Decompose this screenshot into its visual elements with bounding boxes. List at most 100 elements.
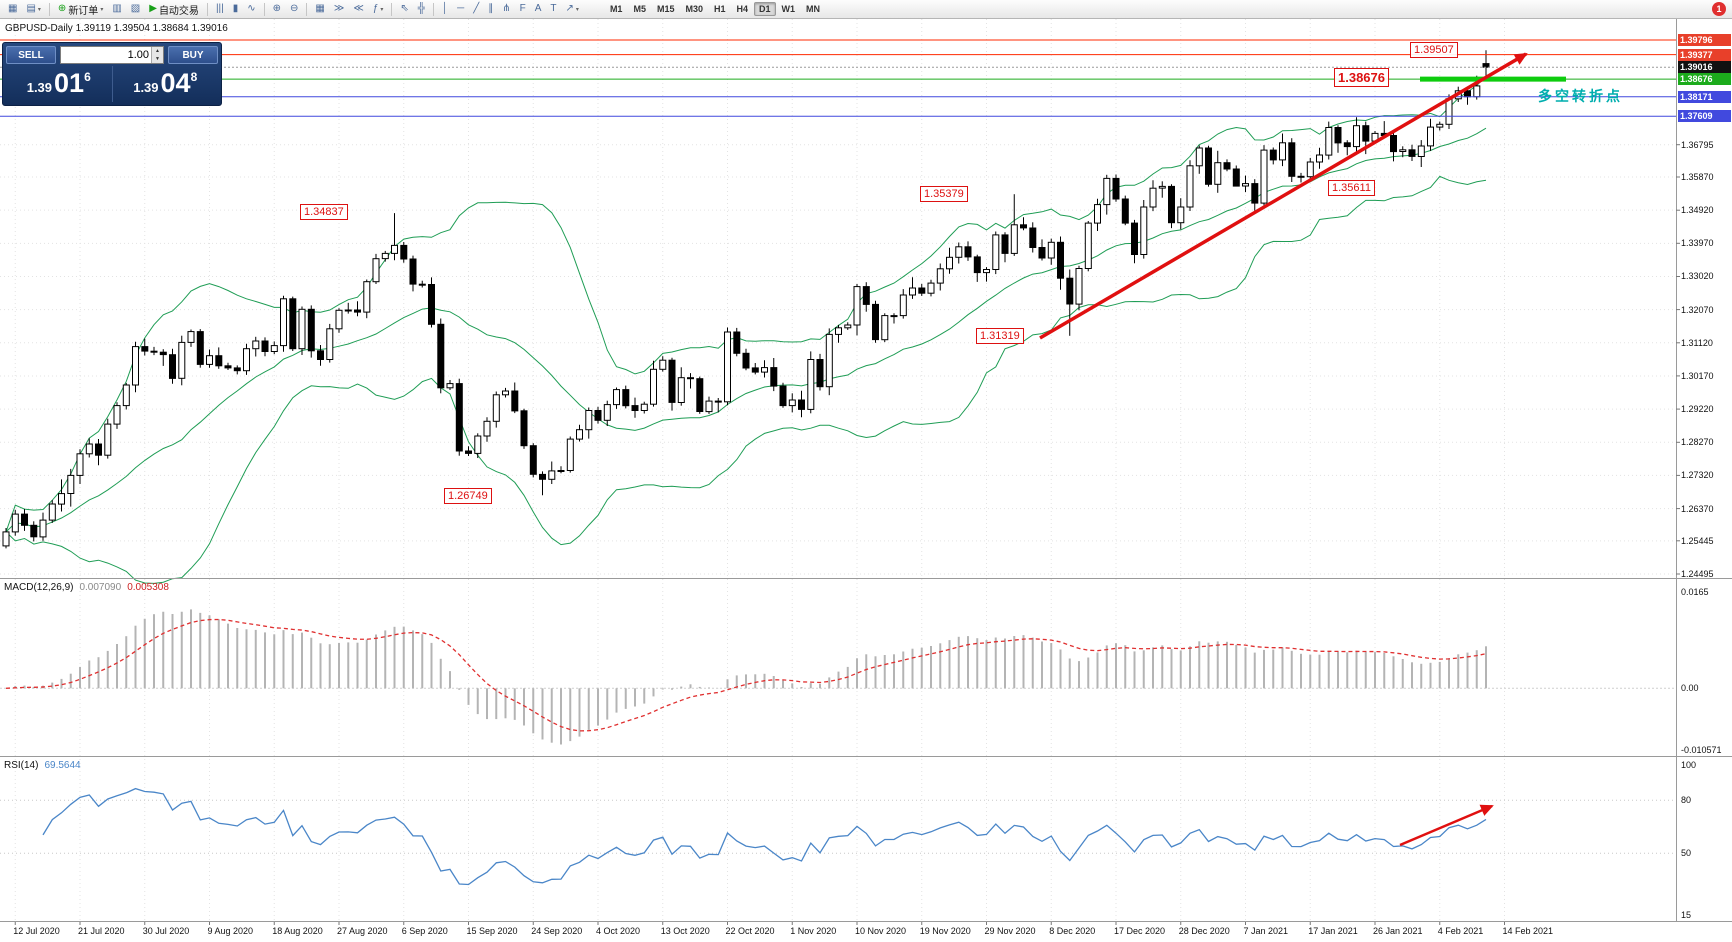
auto-trading-button-button[interactable]: ▶ 自动交易 [145,0,203,18]
date-label: 9 Aug 2020 [207,926,254,936]
price-tick-label: 1.26370 [1681,503,1714,514]
timeframe-m5[interactable]: M5 [633,4,646,14]
chart-profiles-icon: ▤ [26,3,36,14]
crosshair-icon: ╬ [417,3,425,14]
price-level-box[interactable]: 1.38171 [1678,90,1731,103]
macd-axis-zero: 0.00 [1681,683,1699,694]
zoom-in-icon-button[interactable]: ⊕ [269,0,285,18]
date-label: 13 Oct 2020 [660,926,710,936]
auto-trading-button-label: 自动交易 [158,5,199,17]
toolbar-separator [306,2,308,16]
cursor-icon: ⇖ [400,3,409,14]
macd-name: MACD(12,26,9) [4,582,74,593]
new-chart-icon-button[interactable]: ▦ [4,0,21,18]
price-level-box[interactable]: 1.39016 [1678,61,1731,74]
indicators-icon-button[interactable]: ƒ ▾ [369,0,388,18]
timeframe-m1[interactable]: M1 [609,4,623,14]
text-label-icon-button[interactable]: T [546,0,560,18]
new-order-button-label: 新订单 [68,5,99,17]
toolbar-separator [48,2,50,16]
timeframe-w1[interactable]: W1 [781,4,796,14]
zoom-out-icon-button[interactable]: ⊖ [286,0,302,18]
volume-stepper[interactable]: ▲ ▼ [60,46,164,64]
price-tick-label: 1.30170 [1681,370,1714,381]
timeframe-m15[interactable]: M15 [656,4,675,14]
cursor-icon-button[interactable]: ⇖ [396,0,412,18]
zoom-in-icon: ⊕ [272,3,282,14]
andrews-pitchfork-icon-button[interactable]: ⋔ [498,0,514,18]
terminal-icon-button[interactable]: ▥ [108,0,125,18]
timeframe-m30[interactable]: M30 [685,4,703,14]
trendline-icon-button[interactable]: ╱ [469,0,483,18]
rsi-name: RSI(14) [4,760,39,771]
fibonacci-icon-button[interactable]: F [516,0,530,18]
price-tick-label: 1.34920 [1681,205,1714,216]
bull-bear-turning-point-note: 多空转折点 [1538,88,1623,104]
date-label: 6 Sep 2020 [401,926,448,936]
buy-button[interactable]: BUY [168,46,218,64]
sell-price-point: 6 [84,70,91,84]
date-label: 1 Nov 2020 [790,926,837,936]
equidistant-channel-icon-button[interactable]: ∥ [484,0,497,18]
price-level-box[interactable]: 1.37609 [1678,110,1731,123]
price-tick-label: 1.35870 [1681,172,1714,183]
buy-price-point: 8 [190,70,198,84]
horizontal-line-icon: ─ [457,3,465,14]
new-chart-icon: ▦ [8,3,18,14]
timeframe-d1[interactable]: D1 [754,2,776,16]
price-callout-label: 1.38676 [1334,68,1389,87]
timeframe-h4[interactable]: H4 [736,4,749,14]
rsi-axis-label: 100 [1681,760,1697,770]
one-click-trading-panel: SELL ▲ ▼ BUY 1.39016 1.39048 [2,42,222,106]
vertical-line-icon-button[interactable]: │ [438,0,452,18]
date-label: 28 Dec 2020 [1178,926,1230,936]
volume-down-icon[interactable]: ▼ [152,55,163,63]
volume-input[interactable] [61,47,151,63]
volume-up-icon[interactable]: ▲ [152,47,163,55]
strategy-tester-icon-button[interactable]: ▧ [127,0,144,18]
text-icon-button[interactable]: A [531,0,546,18]
price-tick-label: 1.36795 [1681,139,1714,150]
price-tick-label: 1.31120 [1681,337,1713,348]
price-level-box[interactable]: 1.39377 [1678,48,1731,61]
sell-price[interactable]: 1.39016 [6,66,112,102]
andrews-pitchfork-icon: ⋔ [502,3,511,14]
arrows-icon-button[interactable]: ↗ ▾ [562,0,583,18]
macd-axis-max: 0.0165 [1681,587,1709,597]
price-level-box[interactable]: 1.38676 [1678,73,1731,86]
zoom-out-icon: ⊖ [290,3,299,14]
date-label: 12 Jul 2020 [13,926,60,936]
sell-button[interactable]: SELL [6,46,56,64]
equidistant-channel-icon: ∥ [488,3,494,14]
tile-windows-icon-button[interactable]: ▦ [311,0,328,18]
macd-main-value: 0.007090 [79,582,122,593]
bar-chart-icon-button[interactable]: ||| [212,0,228,18]
chart-profiles-icon-button[interactable]: ▤ ▾ [22,0,44,18]
timeframe-mn[interactable]: MN [806,4,821,14]
date-label: 21 Jul 2020 [78,926,125,936]
symbol-ohlc-header: GBPUSD-Daily 1.39119 1.39504 1.38684 1.3… [5,23,228,34]
candlestick-chart-icon-button[interactable]: ▮ [229,0,243,18]
crosshair-icon-button[interactable]: ╬ [414,0,429,18]
date-label: 8 Dec 2020 [1049,926,1096,936]
date-label: 18 Aug 2020 [272,926,323,936]
rsi-axis-label: 50 [1681,848,1692,859]
date-label: 27 Aug 2020 [337,926,388,936]
auto-scroll-icon-button[interactable]: ≫ [330,0,348,18]
toolbar-separator [206,2,208,16]
line-chart-icon-button[interactable]: ∿ [243,0,259,18]
terminal-icon: ▥ [112,3,122,14]
price-level-box[interactable]: 1.39796 [1678,34,1731,46]
new-order-button-button[interactable]: ⊕ 新订单 ▾ [54,0,107,18]
chart-shift-icon-button[interactable]: ≪ [349,0,367,18]
fibonacci-icon: F [519,3,526,14]
horizontal-line-icon-button[interactable]: ─ [453,0,468,18]
date-label: 24 Sep 2020 [531,926,583,936]
chevron-down-icon: ▾ [380,6,384,13]
toolbar-separator [263,2,265,16]
notification-badge[interactable]: 1 [1712,2,1726,16]
strategy-tester-icon: ▧ [130,3,141,14]
timeframe-h1[interactable]: H1 [714,4,726,14]
buy-price[interactable]: 1.39048 [113,66,219,102]
